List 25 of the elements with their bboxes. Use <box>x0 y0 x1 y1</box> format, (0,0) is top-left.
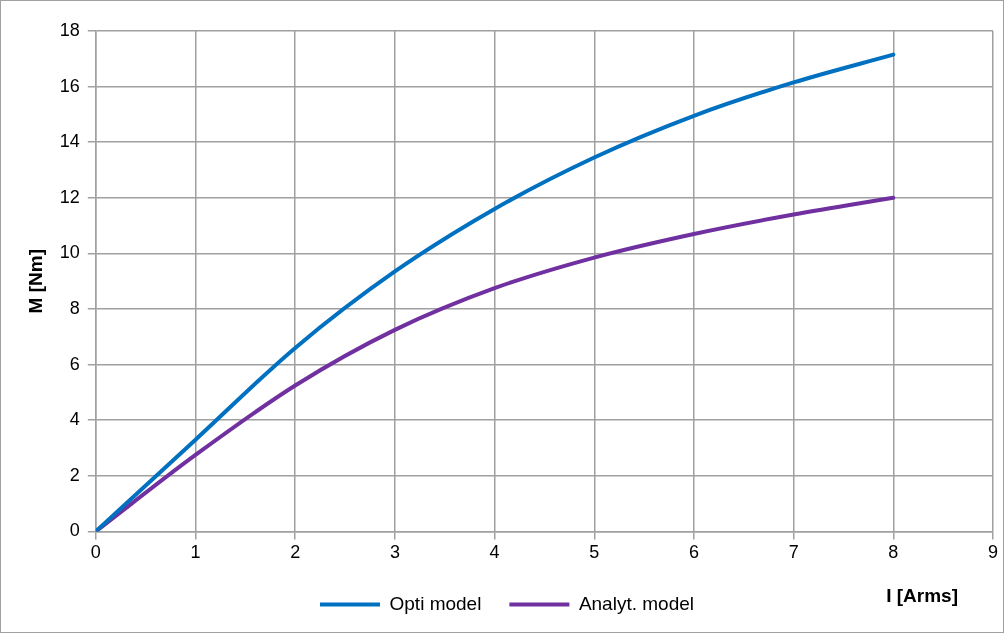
y-tick-label: 18 <box>59 19 80 40</box>
y-tick-label: 2 <box>69 464 80 485</box>
x-tick-label: 6 <box>688 542 699 563</box>
y-tick-label: 16 <box>59 75 80 96</box>
x-tick-label: 4 <box>489 542 500 563</box>
x-tick-label: 0 <box>90 542 101 563</box>
x-axis-title: I [Arms] <box>886 584 958 606</box>
y-tick-label: 8 <box>69 297 80 318</box>
y-tick-label: 4 <box>69 409 80 430</box>
y-tick-label: 12 <box>59 186 80 207</box>
legend-label: Opti model <box>389 592 482 614</box>
line-series <box>95 52 896 532</box>
x-tick-label: 5 <box>589 542 600 563</box>
x-tick-label: 9 <box>987 542 999 563</box>
y-tick-label: 0 <box>69 520 80 541</box>
y-axis-title: M [Nm] <box>24 249 46 314</box>
x-tick-label: 1 <box>190 542 201 563</box>
x-tick-label: 8 <box>888 542 899 563</box>
x-tick-label: 7 <box>788 542 799 563</box>
y-tick-label: 10 <box>59 242 80 263</box>
x-tick-label: 3 <box>389 542 400 563</box>
legend-label: Analyt. model <box>578 592 695 614</box>
y-tick-label: 14 <box>59 131 80 152</box>
y-tick-label: 6 <box>69 353 80 374</box>
x-tick-label: 2 <box>290 542 301 563</box>
